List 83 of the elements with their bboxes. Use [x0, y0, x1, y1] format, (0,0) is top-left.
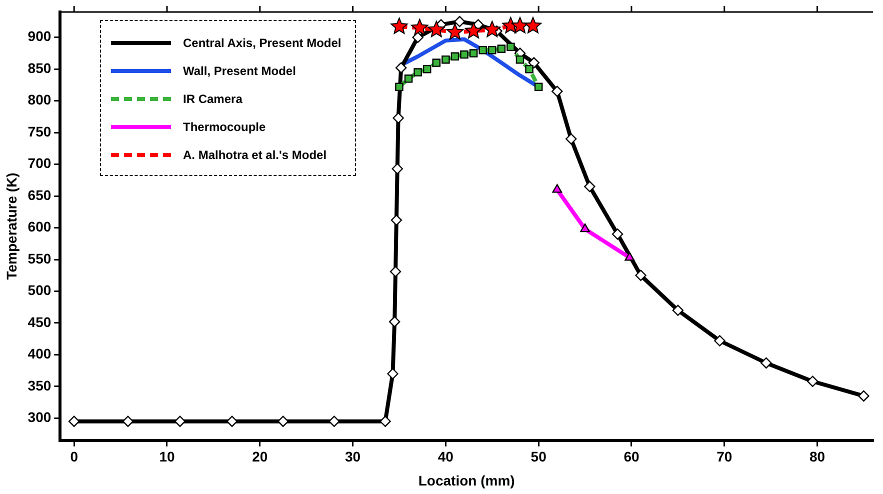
point — [404, 74, 413, 83]
point — [858, 390, 870, 402]
point — [390, 18, 408, 34]
point — [580, 223, 590, 232]
y-tick-label: 600 — [28, 218, 52, 235]
point — [388, 316, 400, 328]
point — [442, 55, 450, 64]
point — [552, 86, 563, 97]
point — [412, 32, 424, 43]
point — [460, 50, 468, 59]
legend-label: Thermocouple — [183, 120, 266, 134]
legend-label: A. Malhotra et al.'s Model — [183, 148, 327, 162]
x-axis-title: Location (mm) — [418, 472, 515, 488]
y-tick-label: 550 — [28, 250, 52, 266]
y-tick-label: 650 — [28, 186, 52, 203]
point — [524, 16, 542, 34]
point — [68, 416, 80, 427]
y-tick-label: 300 — [28, 409, 52, 426]
point — [584, 180, 596, 192]
point — [428, 20, 445, 38]
point — [525, 64, 534, 74]
point — [478, 46, 487, 54]
y-tick-label: 850 — [28, 60, 52, 76]
point — [534, 82, 543, 92]
point — [511, 16, 529, 34]
point — [612, 228, 624, 240]
point — [432, 58, 441, 67]
legend-label: IR Camera — [183, 92, 242, 106]
x-tick-label: 50 — [530, 448, 547, 465]
point — [328, 416, 340, 427]
point — [411, 18, 428, 36]
x-tick-label: 40 — [438, 448, 454, 465]
point — [469, 49, 478, 58]
point — [565, 133, 577, 145]
point — [516, 55, 524, 64]
point — [380, 416, 391, 427]
y-tick-label: 450 — [28, 314, 52, 330]
y-tick-label: 700 — [28, 155, 52, 172]
point — [174, 416, 186, 427]
point — [624, 252, 635, 261]
point — [484, 20, 501, 38]
point — [395, 82, 404, 92]
y-tick-label: 500 — [28, 282, 52, 298]
point — [122, 416, 134, 427]
point — [464, 22, 482, 38]
point — [488, 46, 496, 54]
point — [392, 163, 403, 174]
point — [760, 357, 772, 369]
point — [422, 64, 432, 74]
x-tick-label: 20 — [252, 448, 268, 465]
legend-label: Central Axis, Present Model — [183, 36, 342, 50]
point — [454, 16, 466, 28]
point — [497, 44, 506, 53]
point — [450, 52, 460, 61]
y-tick-label: 350 — [28, 377, 52, 394]
point — [278, 416, 289, 427]
x-tick-label: 10 — [159, 448, 175, 465]
y-tick-label: 800 — [28, 92, 52, 108]
x-tick-label: 0 — [70, 448, 78, 465]
point — [672, 304, 684, 316]
y-tick-label: 900 — [28, 28, 52, 44]
point — [390, 266, 402, 278]
point — [506, 42, 515, 52]
x-tick-label: 60 — [624, 448, 640, 465]
y-tick-label: 750 — [28, 123, 52, 140]
point — [390, 214, 402, 226]
point — [395, 62, 407, 74]
point — [528, 57, 540, 68]
point — [807, 376, 818, 387]
point — [414, 68, 422, 76]
point — [387, 368, 398, 380]
point — [714, 335, 726, 346]
y-axis-title: Temperature (K) — [3, 172, 20, 280]
point — [446, 23, 464, 40]
y-tick-label: 400 — [28, 346, 52, 362]
x-tick-label: 70 — [716, 448, 732, 465]
point — [635, 270, 646, 281]
x-tick-label: 80 — [809, 448, 826, 465]
point — [226, 416, 238, 427]
point — [552, 184, 562, 193]
point — [392, 112, 404, 124]
x-tick-label: 30 — [344, 448, 361, 465]
legend-label: Wall, Present Model — [183, 64, 296, 78]
